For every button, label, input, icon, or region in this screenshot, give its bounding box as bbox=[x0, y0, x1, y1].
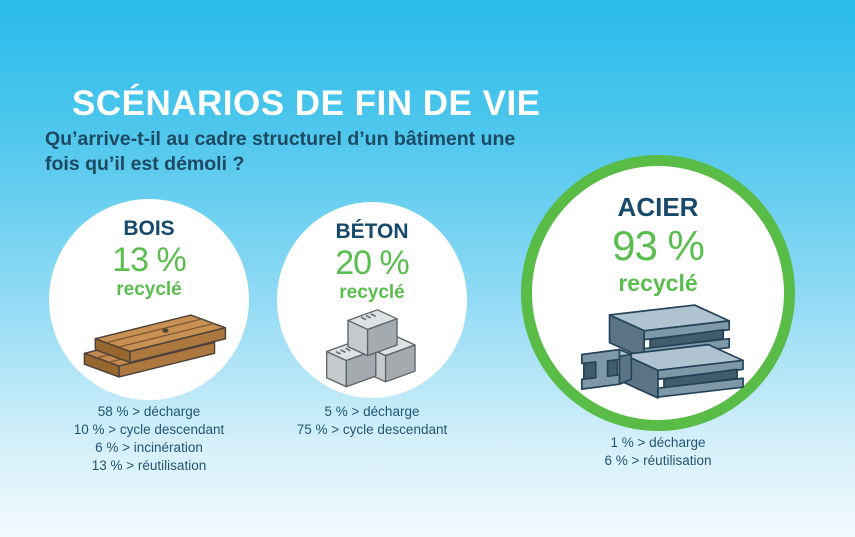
outcome-line: 6 % > réutilisation bbox=[604, 453, 712, 468]
outcomes-list-beton: 5 % > décharge 75 % > cycle descendant bbox=[252, 403, 492, 439]
recycled-percent: 20 % bbox=[335, 244, 410, 282]
outcomes-list-acier: 1 % > décharge 6 % > réutilisation bbox=[538, 434, 778, 470]
outcome-line: 10 % > cycle descendant bbox=[73, 422, 225, 437]
material-name: BÉTON bbox=[335, 220, 409, 243]
concrete-blocks-icon bbox=[277, 309, 467, 404]
outcomes-list-bois: 58 % > décharge 10 % > cycle descendant … bbox=[28, 403, 270, 475]
material-circle-acier-highlighted: ACIER 93 % recyclé bbox=[521, 155, 795, 431]
material-circle-beton: BÉTON 20 % recyclé bbox=[277, 202, 467, 398]
recycled-label: recyclé bbox=[116, 279, 182, 300]
wood-planks-icon bbox=[49, 306, 249, 402]
recycled-percent: 13 % bbox=[112, 241, 187, 279]
material-name: ACIER bbox=[617, 192, 699, 222]
subtitle-line-1: Qu’arrive-t-il au cadre structurel d’un … bbox=[45, 128, 516, 150]
outcome-line: 6 % > incinération bbox=[95, 440, 203, 455]
outcome-line: 13 % > réutilisation bbox=[91, 458, 207, 473]
outcome-line: 5 % > décharge bbox=[324, 404, 420, 419]
outcome-line: 75 % > cycle descendant bbox=[296, 422, 448, 437]
material-circle-bois: BOIS 13 % recyclé bbox=[49, 199, 249, 400]
page-title: SCÉNARIOS DE FIN DE VIE bbox=[72, 84, 541, 123]
material-name: BOIS bbox=[123, 217, 175, 240]
outcome-line: 1 % > décharge bbox=[610, 435, 706, 450]
recycled-percent: 93 % bbox=[612, 222, 705, 269]
recycled-label: recyclé bbox=[618, 270, 698, 296]
outcome-line: 58 % > décharge bbox=[97, 404, 201, 419]
recycled-label: recyclé bbox=[339, 282, 405, 303]
steel-beams-icon bbox=[532, 301, 784, 417]
subtitle-line-2: fois qu’il est démoli ? bbox=[45, 153, 245, 175]
page-subtitle: Qu’arrive-t-il au cadre structurel d’un … bbox=[45, 127, 565, 177]
